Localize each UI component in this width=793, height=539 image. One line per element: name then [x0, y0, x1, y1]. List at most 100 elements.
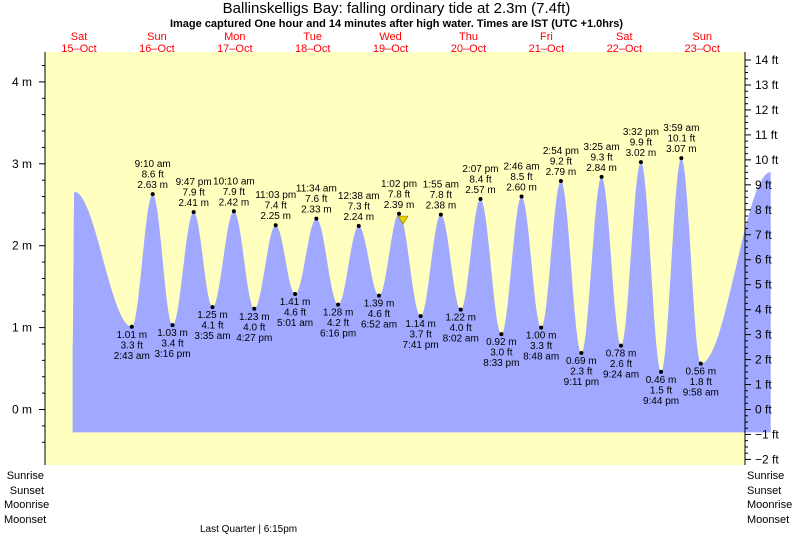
metre-tick-label: 1 m: [12, 321, 32, 335]
tide-water-area: [72, 158, 771, 433]
day-date-label: 20–Oct: [451, 43, 486, 55]
low-tide-label: 1.25 m: [197, 310, 228, 321]
metre-tick-label: 4 m: [12, 75, 32, 89]
high-tide-label: 3.07 m: [666, 144, 697, 155]
low-tide-label: 0.92 m: [486, 337, 517, 348]
day-date-label: 21–Oct: [529, 43, 564, 55]
low-tide-label: 4.2 ft: [327, 318, 349, 329]
moon-phase-note: Last Quarter | 6:15pm: [200, 524, 298, 535]
high-tide-label: 3:59 am: [663, 123, 699, 134]
day-date-label: 18–Oct: [295, 43, 330, 55]
tide-extreme-point: [558, 178, 563, 183]
feet-tick-label: 1 ft: [755, 378, 772, 392]
tide-extreme-point: [659, 369, 664, 374]
sunset-label-right: Sunset: [747, 484, 782, 497]
day-name-label: Fri: [540, 31, 553, 43]
low-tide-label: 3.3 ft: [121, 340, 143, 351]
low-tide-label: 0.46 m: [646, 375, 677, 386]
sun-moon-labels-left: Sunrise Sunset Moonrise Moonset: [4, 469, 50, 527]
tide-extreme-point: [397, 211, 402, 216]
high-tide-label: 8.6 ft: [142, 170, 164, 181]
sunset-label-left: Sunset: [9, 484, 44, 497]
tide-extreme-point: [293, 292, 298, 297]
high-tide-label: 2.79 m: [546, 167, 577, 178]
plot-margin-left: [0, 0, 45, 539]
chart-title: Ballinskelligs Bay: falling ordinary tid…: [222, 0, 571, 17]
sun-moon-labels-right: Sunrise Sunset Moonrise Moonset: [747, 469, 793, 527]
high-tide-label: 9:47 pm: [176, 177, 212, 188]
tide-extreme-point: [356, 224, 361, 229]
high-tide-label: 9:10 am: [135, 159, 171, 170]
high-tide-label: 7.3 ft: [348, 202, 370, 213]
low-tide-label: 5:01 am: [277, 318, 313, 329]
high-tide-label: 2.38 m: [426, 201, 457, 212]
moonrise-label-left: Moonrise: [4, 499, 50, 511]
low-tide-label: 3.4 ft: [161, 339, 183, 350]
low-tide-label: 4.6 ft: [284, 308, 306, 319]
tide-extreme-point: [210, 305, 215, 310]
tide-extreme-point: [150, 192, 155, 197]
feet-tick-label: 14 ft: [755, 53, 779, 67]
low-tide-label: 7:41 pm: [403, 340, 439, 351]
moonset-label-right: Moonset: [747, 513, 790, 526]
day-date-label: 15–Oct: [61, 43, 96, 55]
high-tide-label: 9.2 ft: [550, 156, 572, 167]
high-tide-label: 3.02 m: [626, 148, 657, 159]
high-tide-label: 11:34 am: [296, 184, 337, 195]
low-tide-label: 9:44 pm: [643, 396, 679, 407]
high-tide-label: 7.9 ft: [183, 188, 205, 199]
day-name-label: Sat: [616, 31, 633, 43]
metre-tick-label: 0 m: [12, 403, 32, 417]
low-tide-label: 3.0 ft: [490, 348, 512, 359]
high-tide-label: 8.4 ft: [469, 175, 491, 186]
high-tide-label: 1:55 am: [423, 180, 459, 191]
low-tide-label: 6:52 am: [361, 320, 397, 331]
low-tide-label: 0.69 m: [566, 356, 597, 367]
moonrise-label-right: Moonrise: [747, 499, 793, 511]
low-tide-label: 3.7 ft: [409, 330, 431, 341]
low-tide-label: 4.0 ft: [243, 322, 265, 333]
tide-extreme-point: [377, 293, 382, 298]
low-tide-label: 4.1 ft: [201, 321, 223, 332]
tide-extreme-point: [519, 194, 524, 199]
low-tide-label: 3:16 pm: [154, 349, 190, 360]
feet-tick-label: 4 ft: [755, 303, 772, 317]
day-date-label: 22–Oct: [607, 43, 642, 55]
low-tide-label: 1.8 ft: [690, 377, 712, 388]
sunrise-label-right: Sunrise: [747, 470, 785, 482]
day-date-label: 19–Oct: [373, 43, 408, 55]
high-tide-label: 7.9 ft: [223, 187, 245, 198]
day-date-label: 17–Oct: [217, 43, 252, 55]
sunrise-label-left: Sunrise: [6, 470, 44, 482]
tide-extreme-point: [698, 361, 703, 366]
tide-extreme-point: [438, 212, 443, 217]
low-tide-label: 9:58 am: [683, 388, 719, 399]
day-name-label: Sun: [147, 31, 167, 43]
high-tide-label: 10.1 ft: [667, 134, 695, 145]
feet-tick-label: 11 ft: [755, 128, 778, 142]
high-tide-label: 7.8 ft: [430, 190, 452, 201]
tide-extreme-point: [231, 209, 236, 214]
high-tide-label: 2.33 m: [301, 205, 332, 216]
chart-subtitle: Image captured One hour and 14 minutes a…: [169, 18, 624, 30]
low-tide-label: 3.3 ft: [530, 341, 552, 352]
low-tide-label: 9:24 am: [603, 370, 639, 381]
metre-tick-label: 2 m: [12, 239, 32, 253]
feet-tick-label: 7 ft: [755, 228, 772, 242]
day-name-label: Sat: [71, 31, 88, 43]
high-tide-label: 3:25 am: [584, 142, 620, 153]
tide-extreme-point: [170, 323, 175, 328]
high-tide-label: 2:07 pm: [462, 164, 498, 175]
high-tide-label: 11:03 pm: [255, 190, 296, 201]
moonset-label-left: Moonset: [4, 513, 47, 526]
tide-extreme-point: [273, 223, 278, 228]
low-tide-label: 1.00 m: [526, 331, 557, 342]
high-tide-label: 8.5 ft: [510, 172, 532, 183]
low-tide-label: 8:33 pm: [483, 358, 519, 369]
low-tide-label: 0.56 m: [686, 367, 717, 378]
low-tide-label: 1.22 m: [445, 313, 476, 324]
feet-tick-label: 13 ft: [755, 78, 779, 92]
low-tide-label: 1.39 m: [364, 299, 395, 310]
day-name-label: Tue: [303, 31, 322, 43]
high-tide-label: 7.4 ft: [265, 201, 287, 212]
